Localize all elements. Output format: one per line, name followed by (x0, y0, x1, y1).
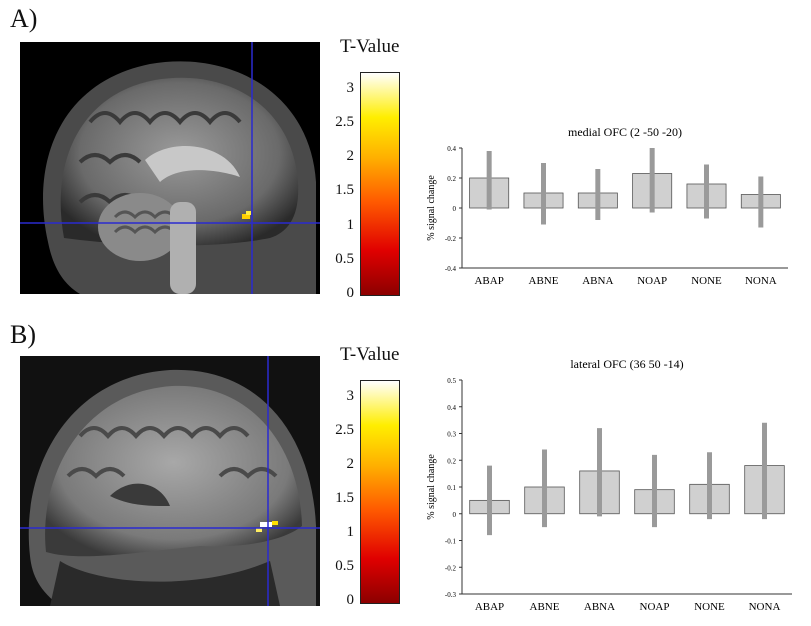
mri-slice-a (20, 42, 320, 294)
y-tick-label: -0.4 (445, 265, 457, 273)
y-tick-label: 0.4 (447, 404, 456, 412)
x-tick-label: NOAP (637, 275, 667, 287)
colorbar-tick: 2 (346, 148, 355, 164)
x-tick-label: ABAP (475, 601, 504, 613)
colorbar-tick: 1.5 (335, 182, 354, 198)
mri-slice-b (20, 356, 320, 606)
chart-title: medial OFC (2 -50 -20) (568, 125, 682, 139)
x-tick-label: ABNE (530, 601, 560, 613)
colorbar-tick: 2.5 (335, 422, 354, 438)
x-tick-label: ABNA (582, 275, 613, 287)
y-tick-label: -0.2 (445, 564, 457, 572)
y-tick-label: 0.4 (447, 145, 456, 153)
y-axis-label: % signal change (426, 175, 437, 241)
y-tick-label: 0.1 (447, 484, 456, 492)
colorbar-tick: 2 (346, 456, 355, 472)
colorbar-a (360, 72, 400, 296)
x-tick-label: NONE (694, 601, 725, 613)
sagittal-mri-image-b (20, 356, 320, 606)
colorbar-b (360, 380, 400, 604)
y-tick-label: 0 (453, 205, 457, 213)
colorbar-tick: 0 (346, 592, 355, 608)
y-tick-label: 0.5 (447, 377, 456, 385)
panel-b-label: B) (10, 320, 36, 349)
colorbar-tick: 1 (346, 217, 355, 233)
x-tick-label: NOAP (640, 601, 670, 613)
x-tick-label: ABNA (584, 601, 615, 613)
y-tick-label: 0 (453, 511, 457, 519)
colorbar-tick: 0.5 (335, 558, 354, 574)
colorbar-tick: 1 (346, 524, 355, 540)
colorbar-title-a: T-Value (340, 36, 400, 57)
bar-chart-lateral-ofc: lateral OFC (36 50 -14) % signal change 0.… (426, 360, 792, 613)
colorbar-tick: 1.5 (335, 490, 354, 506)
colorbar-tick: 0 (346, 285, 355, 301)
colorbar-title-b: T-Value (340, 344, 400, 365)
chart-title: lateral OFC (36 50 -14) (570, 360, 683, 371)
bar-chart-medial-ofc: medial OFC (2 -50 -20) % signal change 0.4… (426, 125, 788, 287)
y-tick-label: -0.3 (445, 591, 457, 599)
colorbar-tick: 0.5 (335, 251, 354, 267)
colorbar-tick: 2.5 (335, 114, 354, 130)
y-tick-label: 0.3 (447, 431, 456, 439)
x-tick-label: ABAP (474, 275, 503, 287)
y-tick-label: -0.2 (445, 235, 457, 243)
sagittal-mri-image-a (20, 42, 320, 294)
colorbar-tick: 3 (346, 80, 355, 96)
x-tick-label: NONA (745, 275, 777, 287)
panel-a-label: A) (10, 4, 38, 33)
colorbar-tick: 3 (346, 388, 355, 404)
x-tick-label: NONE (691, 275, 722, 287)
x-tick-label: ABNE (529, 275, 559, 287)
y-tick-label: -0.1 (445, 538, 457, 546)
y-axis-label: % signal change (426, 454, 437, 520)
y-tick-label: 0.2 (447, 175, 456, 183)
x-tick-label: NONA (749, 601, 781, 613)
y-tick-label: 0.2 (447, 457, 456, 465)
